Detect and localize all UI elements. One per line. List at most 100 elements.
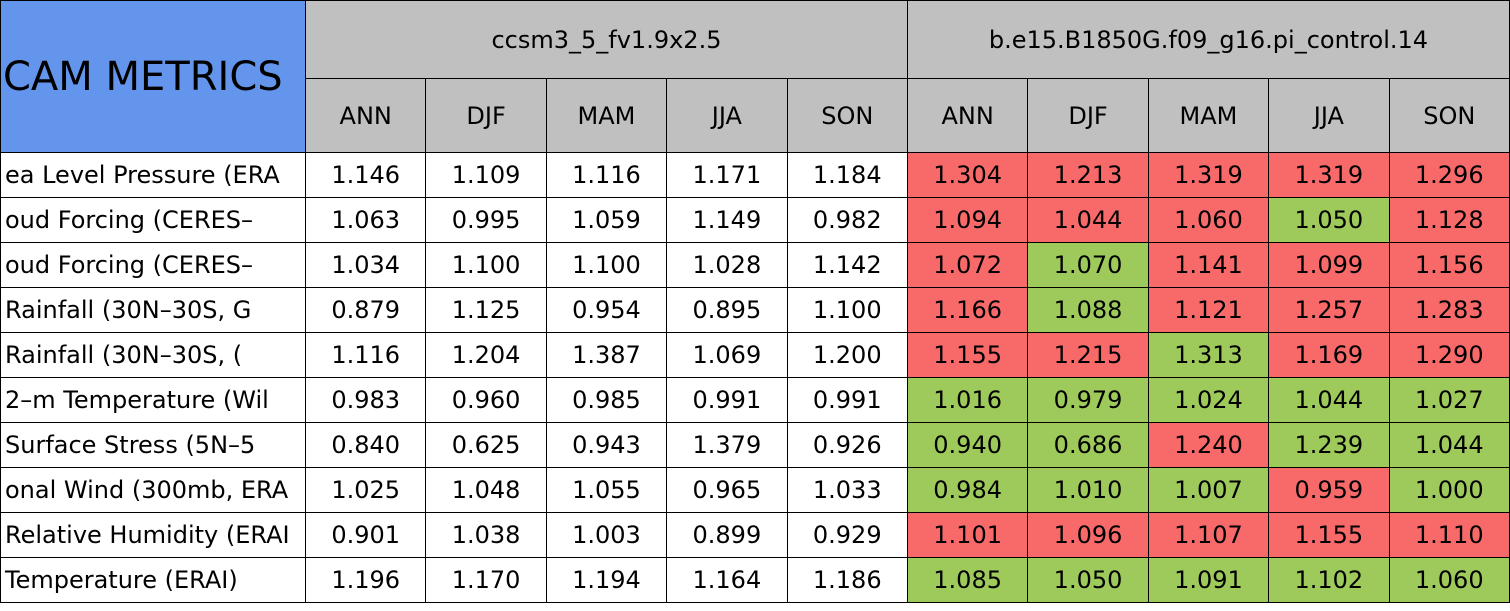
row-label: Surface Stress (5N–5 (0, 422, 306, 468)
row-label: Relative Humidity (ERAI (0, 512, 306, 558)
metric-cell: 1.166 (906, 287, 1029, 333)
metric-cell: 0.625 (425, 422, 547, 468)
metric-cell: 1.204 (425, 332, 547, 378)
metric-cell: 1.055 (545, 467, 668, 513)
table-row: Relative Humidity (ERAI 0.901 1.038 1.003 0.… (0, 512, 1510, 558)
metric-cell: 0.982 (786, 197, 908, 243)
metric-cell: 1.000 (1388, 467, 1510, 513)
table-row: ea Level Pressure (ERA 1.146 1.109 1.116 1.1… (0, 152, 1510, 198)
metric-cell: 1.033 (786, 467, 908, 513)
metric-cell: 1.116 (545, 152, 668, 198)
metric-cell: 0.895 (666, 287, 788, 333)
metric-cell: 0.985 (545, 377, 668, 423)
metric-cell: 0.984 (906, 467, 1029, 513)
metric-cell: 1.027 (1388, 377, 1510, 423)
metric-cell: 1.116 (304, 332, 427, 378)
metric-cell: 1.200 (786, 332, 908, 378)
metric-cell: 1.170 (425, 557, 547, 603)
metric-cell: 1.121 (1147, 287, 1270, 333)
metric-cell: 1.155 (1268, 512, 1390, 558)
row-label: onal Wind (300mb, ERA (0, 467, 306, 513)
metric-cell: 1.213 (1027, 152, 1149, 198)
metric-cell: 1.048 (425, 467, 547, 513)
metric-cell: 1.102 (1268, 557, 1390, 603)
metric-cell: 1.096 (1027, 512, 1149, 558)
metric-cell: 1.304 (906, 152, 1029, 198)
metric-cell: 1.070 (1027, 242, 1149, 288)
metric-cell: 0.960 (425, 377, 547, 423)
metric-cell: 1.142 (786, 242, 908, 288)
metric-cell: 1.169 (1268, 332, 1390, 378)
metric-cell: 1.024 (1147, 377, 1270, 423)
metric-cell: 0.879 (304, 287, 427, 333)
season-header: ANN (906, 78, 1029, 153)
metric-cell: 1.028 (666, 242, 788, 288)
season-header: JJA (666, 78, 788, 153)
metric-cell: 1.072 (906, 242, 1029, 288)
metric-cell: 1.059 (545, 197, 668, 243)
season-header: DJF (1027, 78, 1149, 153)
metric-cell: 0.899 (666, 512, 788, 558)
metric-cell: 1.038 (425, 512, 547, 558)
metric-cell: 1.125 (425, 287, 547, 333)
metric-cell: 1.283 (1388, 287, 1510, 333)
metric-cell: 1.085 (906, 557, 1029, 603)
table-row: 2–m Temperature (Wil 0.983 0.960 0.985 0.991… (0, 377, 1510, 423)
metric-cell: 0.943 (545, 422, 668, 468)
metric-cell: 1.109 (425, 152, 547, 198)
row-label: 2–m Temperature (Wil (0, 377, 306, 423)
metric-cell: 0.840 (304, 422, 427, 468)
metric-cell: 1.100 (786, 287, 908, 333)
metric-cell: 1.025 (304, 467, 427, 513)
row-label: Rainfall (30N–30S, ( (0, 332, 306, 378)
metric-cell: 1.296 (1388, 152, 1510, 198)
metric-cell: 1.164 (666, 557, 788, 603)
metric-cell: 1.007 (1147, 467, 1270, 513)
metric-cell: 1.239 (1268, 422, 1390, 468)
metric-cell: 1.196 (304, 557, 427, 603)
metric-cell: 0.979 (1027, 377, 1149, 423)
group-header: ccsm3_5_fv1.9x2.5 (305, 0, 908, 79)
metric-cell: 1.146 (304, 152, 427, 198)
season-header: DJF (425, 78, 547, 153)
metric-cell: 1.240 (1147, 422, 1270, 468)
metric-cell: 1.184 (786, 152, 908, 198)
metric-cell: 1.060 (1147, 197, 1270, 243)
metric-cell: 1.149 (666, 197, 788, 243)
metric-cell: 1.110 (1388, 512, 1510, 558)
metric-cell: 1.063 (304, 197, 427, 243)
metric-cell: 1.016 (906, 377, 1029, 423)
metric-cell: 1.141 (1147, 242, 1270, 288)
table-row: oud Forcing (CERES– 1.063 0.995 1.059 1.149 0… (0, 197, 1510, 243)
table-row: Temperature (ERAI) 1.196 1.170 1.194 1.164 1.… (0, 557, 1510, 603)
row-label: Temperature (ERAI) (0, 557, 306, 603)
metric-cell: 1.215 (1027, 332, 1149, 378)
metric-cell: 1.050 (1268, 197, 1390, 243)
metric-cell: 1.319 (1268, 152, 1390, 198)
row-label: ea Level Pressure (ERA (0, 152, 306, 198)
metric-cell: 1.010 (1027, 467, 1149, 513)
metric-cell: 1.171 (666, 152, 788, 198)
metric-cell: 1.155 (906, 332, 1029, 378)
metric-cell: 1.379 (666, 422, 788, 468)
row-label: Rainfall (30N–30S, G (0, 287, 306, 333)
metric-cell: 0.954 (545, 287, 668, 333)
table-row: Rainfall (30N–30S, (1.116 1.204 1.387 1.069… (0, 332, 1510, 378)
table-header: CAM METRICS ccsm3_5_fv1.9x2.5 b.e15.B185… (0, 0, 1510, 153)
metric-cell: 1.069 (666, 332, 788, 378)
metric-cell: 1.387 (545, 332, 668, 378)
metric-cell: 0.686 (1027, 422, 1149, 468)
season-header: MAM (1147, 78, 1270, 153)
metric-cell: 0.959 (1268, 467, 1390, 513)
metric-cell: 0.929 (786, 512, 908, 558)
metric-cell: 1.128 (1388, 197, 1510, 243)
metric-cell: 1.003 (545, 512, 668, 558)
metric-cell: 0.901 (304, 512, 427, 558)
metric-cell: 0.995 (425, 197, 547, 243)
metric-cell: 1.186 (786, 557, 908, 603)
table-row: oud Forcing (CERES– 1.034 1.100 1.100 1.028 1… (0, 242, 1510, 288)
metric-cell: 1.319 (1147, 152, 1270, 198)
table-title: CAM METRICS (0, 0, 306, 153)
metric-cell: 1.034 (304, 242, 427, 288)
